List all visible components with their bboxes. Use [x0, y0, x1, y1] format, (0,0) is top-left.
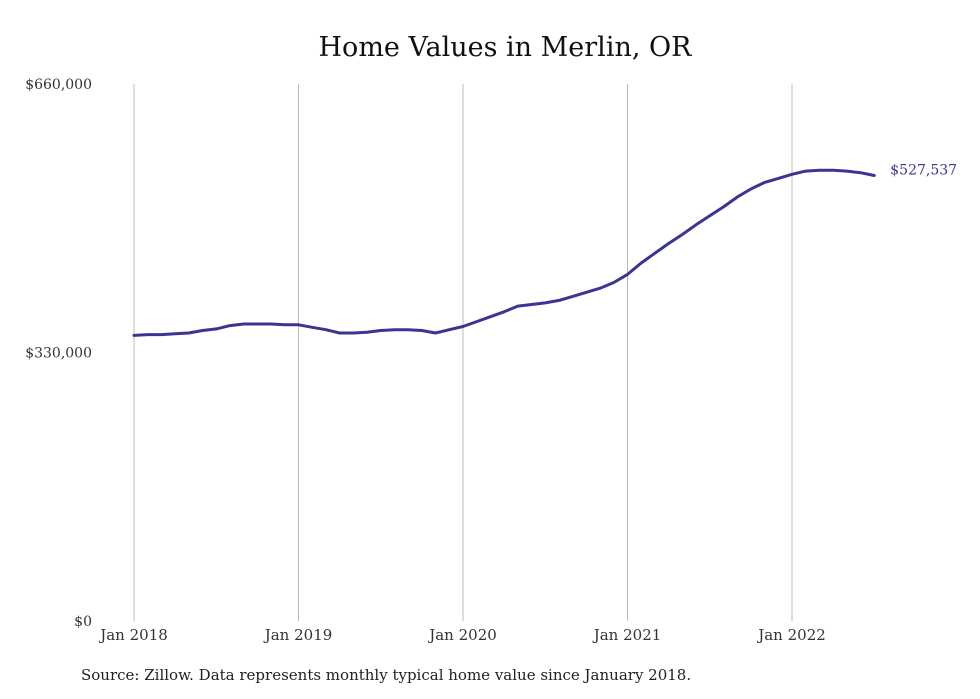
x-tick-label: Jan 2021 — [592, 626, 662, 644]
y-tick-label: $660,000 — [25, 77, 92, 93]
y-axis-ticks: $0 $330,000 $660,000 — [25, 77, 92, 630]
x-axis-ticks: Jan 2018 Jan 2019 Jan 2020 Jan 2021 Jan 2022 — [98, 626, 826, 644]
x-tick-label: Jan 2020 — [427, 626, 497, 644]
end-value-label: $527,537 — [890, 163, 957, 179]
chart-title: Home Values in Merlin, OR — [318, 32, 692, 63]
y-tick-label: $330,000 — [25, 346, 92, 362]
x-tick-label: Jan 2019 — [263, 626, 333, 644]
data-labels: $527,537 — [890, 163, 957, 179]
source-note: Source: Zillow. Data represents monthly … — [81, 666, 692, 684]
series-line — [132, 168, 876, 337]
x-tick-label: Jan 2022 — [756, 626, 826, 644]
gridlines — [133, 84, 793, 621]
x-tick-label: Jan 2018 — [98, 626, 168, 644]
y-tick-label: $0 — [74, 614, 92, 630]
series-layer — [132, 168, 876, 337]
